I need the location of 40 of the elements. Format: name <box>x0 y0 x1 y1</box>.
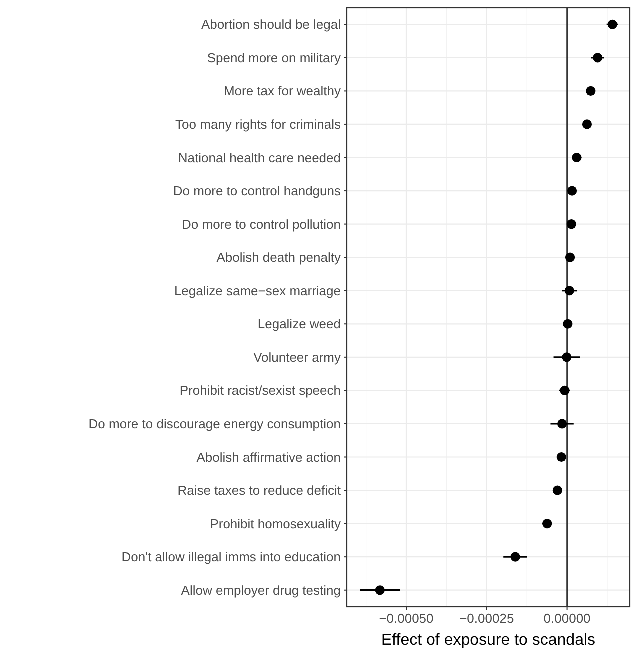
y-tick-label: Spend more on military <box>207 50 342 66</box>
point <box>593 53 603 63</box>
x-tick-label: 0.00000 <box>544 611 591 626</box>
y-tick-label: Legalize same−sex marriage <box>174 283 341 298</box>
point <box>375 586 385 596</box>
y-tick-label: Legalize weed <box>258 316 341 332</box>
y-tick-label: Do more to discourage energy consumption <box>88 416 341 432</box>
y-tick-label: More tax for wealthy <box>224 84 342 99</box>
point <box>608 20 618 30</box>
y-tick-label: Abolish affirmative action <box>196 450 341 465</box>
point <box>556 452 566 462</box>
y-tick-label: Volunteer army <box>254 350 342 365</box>
y-tick-label: Prohibit homosexuality <box>210 516 342 532</box>
x-tick-label: −0.00050 <box>379 611 434 626</box>
point <box>563 319 573 329</box>
point <box>564 286 574 296</box>
y-tick-label: Don't allow illegal imms into education <box>122 550 341 565</box>
y-tick-label: Allow employer drug testing <box>181 582 341 598</box>
point <box>565 252 576 262</box>
point <box>558 419 568 429</box>
point <box>572 152 582 163</box>
point <box>510 552 520 562</box>
point <box>552 486 562 496</box>
point <box>586 86 596 96</box>
y-tick-label: Do more to control pollution <box>182 216 341 232</box>
point <box>562 352 572 362</box>
y-tick-label: Abolish death penalty <box>216 250 342 266</box>
point <box>567 186 578 196</box>
point <box>582 120 592 130</box>
y-tick-label: Prohibit racist/sexist speech <box>180 383 341 398</box>
point <box>560 386 570 396</box>
y-tick-label: National health care needed <box>178 150 341 166</box>
y-tick-label: Raise taxes to reduce deficit <box>178 483 342 498</box>
y-tick-label: Too many rights for criminals <box>176 117 342 132</box>
point <box>566 220 576 230</box>
y-tick-label: Abortion should be legal <box>202 17 342 32</box>
x-tick-label: −0.00025 <box>460 611 514 626</box>
x-axis-title: Effect of exposure to scandals <box>381 632 596 649</box>
point <box>542 519 552 529</box>
y-tick-label: Do more to control handguns <box>173 184 342 199</box>
